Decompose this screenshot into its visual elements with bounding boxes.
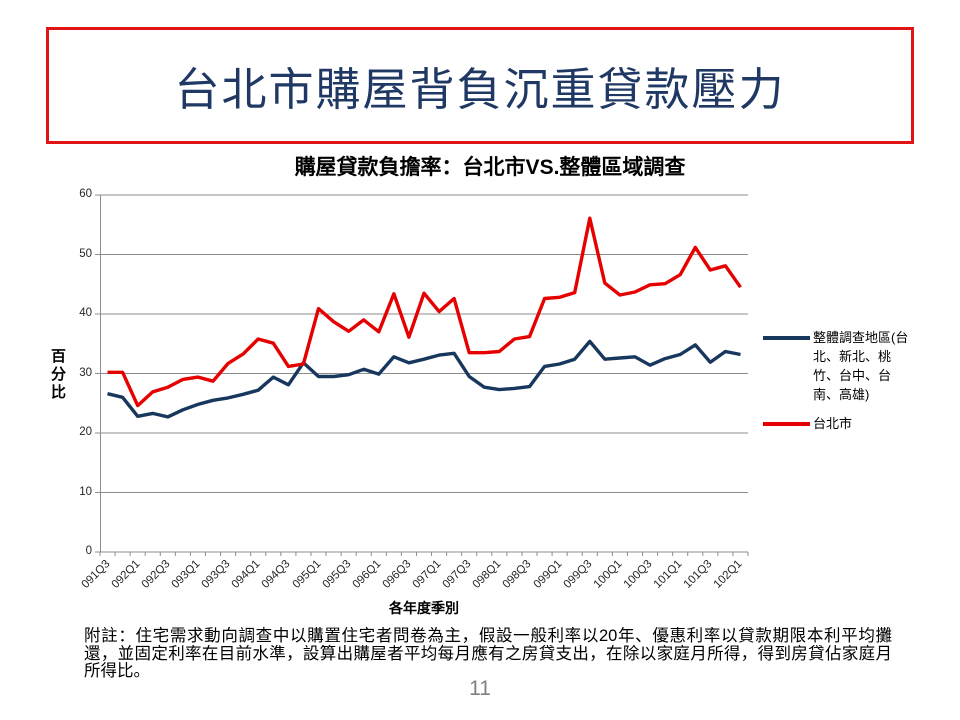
y-tick-label-60: 60 (79, 188, 92, 200)
y-tick-label-30: 30 (79, 366, 92, 379)
legend-item-overall-region: 整體調查地區(台北、新北、桃竹、台中、台南、高雄) (763, 328, 949, 404)
y-tick-label-20: 20 (79, 426, 92, 438)
y-tick-label-50: 50 (79, 247, 92, 260)
line-chart-plot (95, 194, 749, 556)
legend-series-name: 台北市 (813, 416, 853, 431)
page-number: 11 (469, 677, 491, 700)
y-tick-label-0: 0 (85, 545, 92, 557)
footnote-text: 附註：住宅需求動向調查中以購置住宅者問卷為主，假設一般利率以20年、優惠利率以貸… (84, 627, 892, 680)
y-tick-label-10: 10 (79, 485, 92, 498)
slide-title: 台北市購屋背負沉重貸款壓力 (174, 63, 786, 116)
legend-item-taipei-city: 台北市 (763, 414, 949, 433)
series-line-taipei-city (107, 216, 742, 408)
x-axis-title: 各年度季別 (389, 600, 459, 616)
chart-title: 購屋貸款負擔率：台北市VS.整體區域調查 (294, 156, 686, 179)
y-tick-label-40: 40 (79, 307, 92, 319)
legend-line-sample-overall-region (763, 336, 810, 340)
slide-title-box: 台北市購屋背負沉重貸款壓力 (46, 27, 914, 144)
series-line-overall-region (107, 339, 741, 419)
legend-line-sample-taipei-city (763, 422, 810, 426)
y-axis-title: 百分比 (49, 348, 66, 402)
chart-legend: 整體調查地區(台北、新北、桃竹、台中、台南、高雄) 台北市 (763, 328, 949, 443)
legend-series-name: 整體調查地區(台北、新北、桃竹、台中、台南、高雄) (813, 330, 909, 402)
